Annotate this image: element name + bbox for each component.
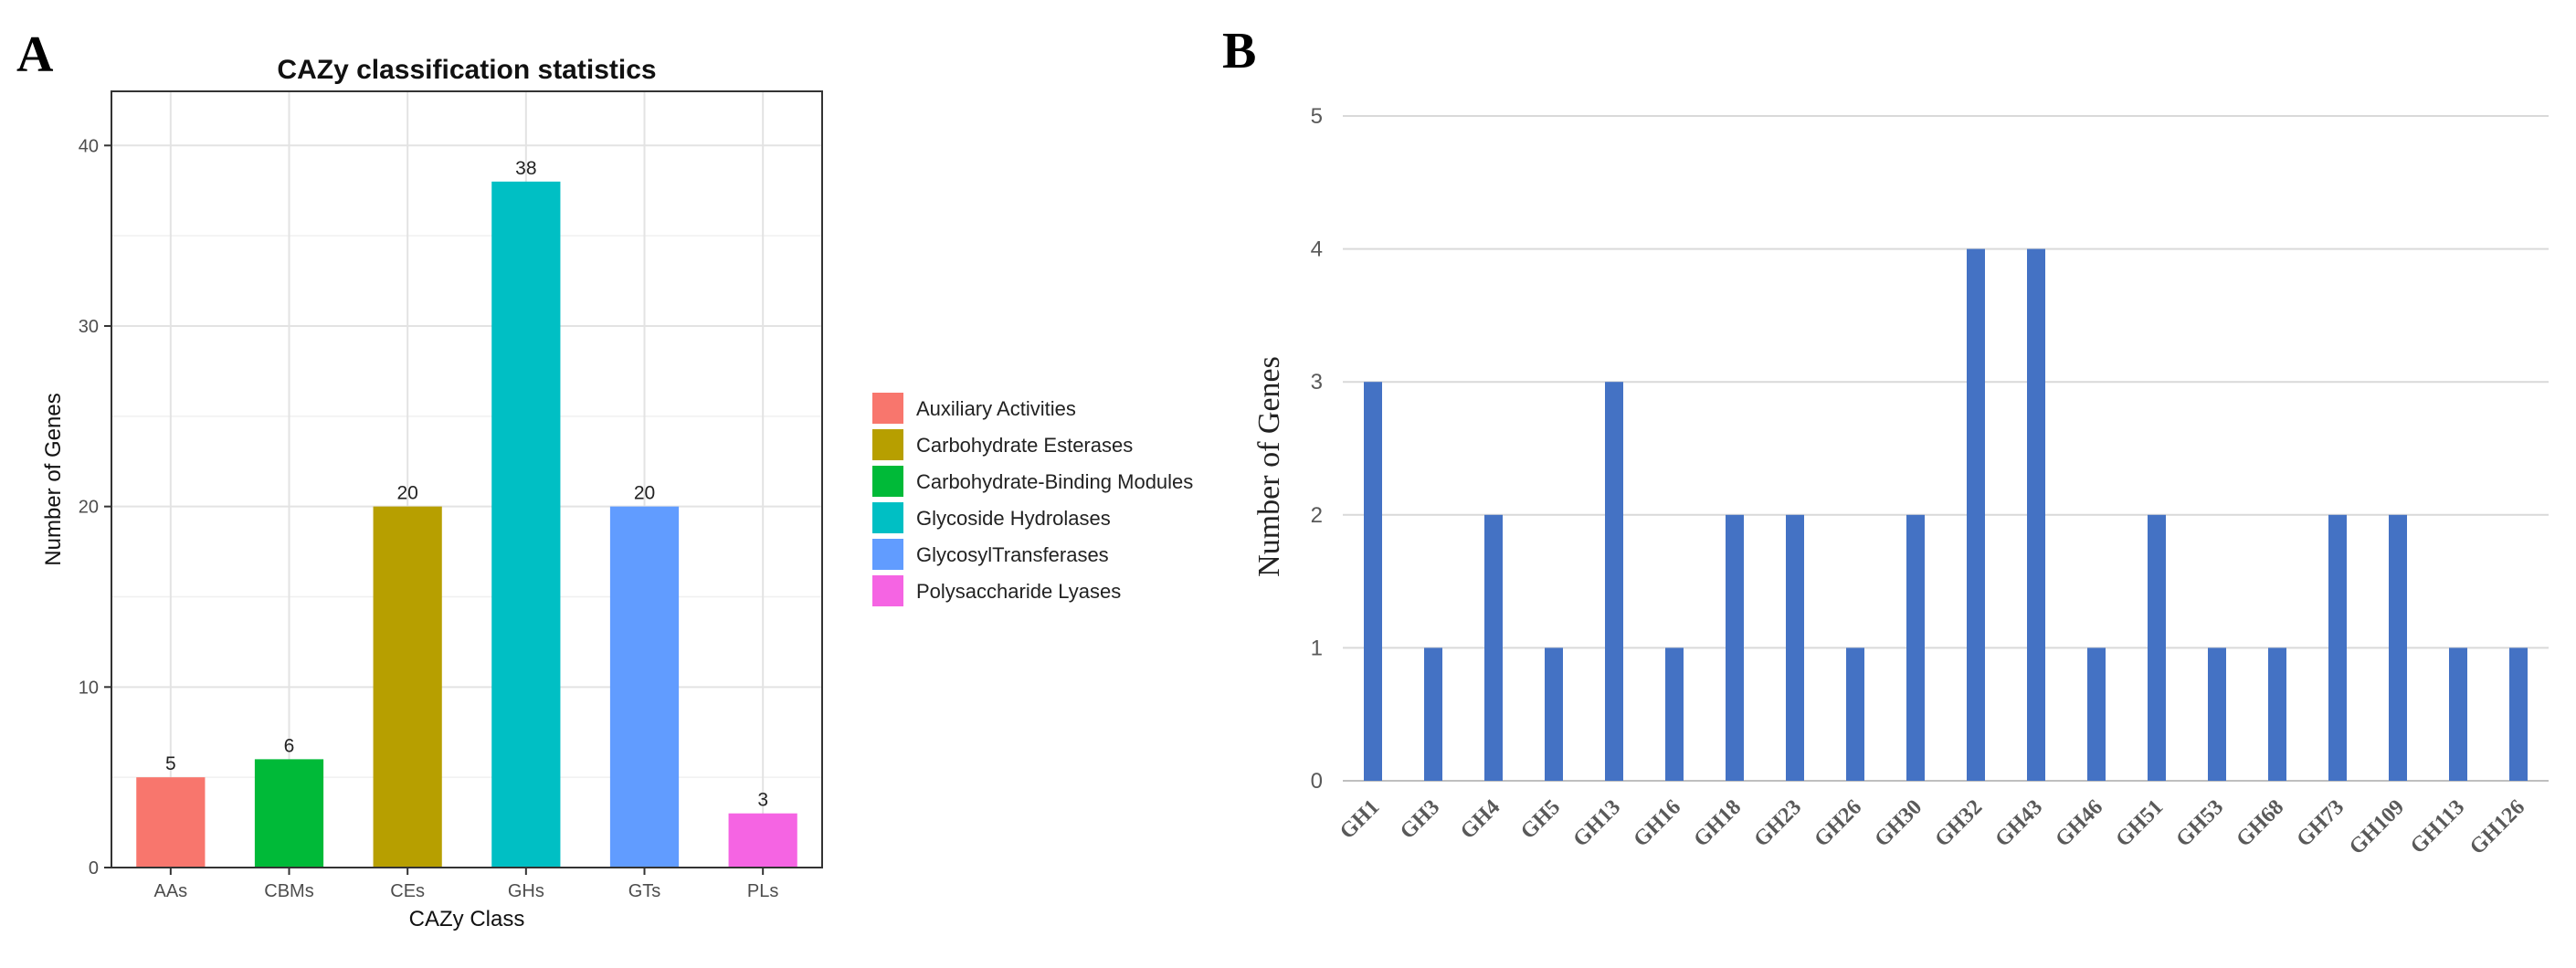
chart-a-xtick-label: GHs <box>508 881 544 901</box>
chart-a-xtick-label: PLs <box>747 881 778 901</box>
chart-b-bar-gh4 <box>1484 514 1503 781</box>
panel-b-label: B <box>1222 23 1257 79</box>
chart-b-xtick-label: GH51 <box>2111 795 2168 852</box>
chart-b-xtick-label: GH68 <box>2232 795 2288 852</box>
chart-b-xtick-label: GH53 <box>2171 795 2228 852</box>
chart-a-legend-entry: GlycosylTransferases <box>916 543 1109 566</box>
chart-a-xtick-label: CBMs <box>264 881 313 901</box>
chart-a-xtick-label: GTs <box>628 881 661 901</box>
chart-b-bar-gh46 <box>2087 647 2106 781</box>
chart-b-xtick-label: GH23 <box>1749 795 1806 852</box>
chart-a-legend-entry: Auxiliary Activities <box>916 397 1076 420</box>
chart-b-bar-gh23 <box>1786 514 1804 781</box>
chart-b-bar-gh1 <box>1364 382 1382 781</box>
chart-b-xtick-label: GH16 <box>1629 795 1685 852</box>
chart-b-bar-gh68 <box>2268 647 2286 781</box>
chart-b-xtick-label: GH1 <box>1336 795 1384 844</box>
chart-a-bar-pls <box>728 813 797 868</box>
chart-b-xtick-label: GH43 <box>1990 795 2047 852</box>
chart-b-bar-gh3 <box>1424 647 1442 781</box>
chart-a-legend-swatch <box>872 539 903 570</box>
chart-b-bar-gh16 <box>1665 647 1684 781</box>
chart-b-ytick-label: 1 <box>1311 636 1323 660</box>
chart-b-bar-gh51 <box>2148 514 2166 781</box>
chart-a-legend-entry: Glycoside Hydrolases <box>916 507 1111 530</box>
chart-b-bar-gh109 <box>2389 514 2407 781</box>
chart-a-bar-gts <box>609 506 680 868</box>
chart-b-ytick-label: 2 <box>1311 503 1323 528</box>
chart-a-xlabel: CAZy Class <box>409 907 525 931</box>
chart-b-xtick-label: GH18 <box>1689 795 1746 852</box>
chart-b-ytick-label: 3 <box>1311 370 1323 395</box>
chart-a-legend-entry: Carbohydrate-Binding Modules <box>916 470 1193 493</box>
chart-b-ylabel: Number of Genes <box>1252 356 1286 577</box>
chart-a-ytick-label: 0 <box>89 858 99 879</box>
chart-a-legend-swatch <box>872 575 903 606</box>
chart-b-xtick-label: GH4 <box>1456 795 1504 844</box>
chart-a-bar-ghs <box>491 181 561 868</box>
chart-a-legend-swatch <box>872 429 903 460</box>
chart-b-bar-gh30 <box>1906 514 1925 781</box>
chart-a-xtick-label: CEs <box>390 881 425 901</box>
chart-a-data-label: 20 <box>396 483 417 504</box>
chart-b-bar-gh126 <box>2509 647 2528 781</box>
chart-b-bar-gh73 <box>2328 514 2347 781</box>
chart-b-xtick-label: GH30 <box>1870 795 1927 852</box>
chart-b-bar-gh13 <box>1605 382 1623 781</box>
chart-b-xtick-label: GH109 <box>2345 795 2409 859</box>
chart-a-ylabel: Number of Genes <box>41 393 66 565</box>
chart-b-bar-gh43 <box>2027 248 2045 782</box>
chart-a-data-label: 20 <box>634 483 655 504</box>
chart-b-xtick-label: GH126 <box>2465 795 2529 859</box>
panel-a-label: A <box>16 26 54 83</box>
chart-a-panel-border <box>111 90 823 868</box>
chart-a-data-label: 5 <box>165 753 176 774</box>
chart-b-xtick-label: GH113 <box>2406 795 2469 858</box>
chart-a-legend-swatch <box>872 393 903 424</box>
chart-b-bar-gh26 <box>1846 647 1864 781</box>
chart-b-xtick-label: GH3 <box>1396 795 1444 844</box>
chart-a-bar-ces <box>373 506 442 868</box>
chart-a-bar-cbms <box>254 759 324 868</box>
chart-a-data-label: 3 <box>757 790 768 811</box>
chart-b-xtick-label: GH5 <box>1516 795 1565 844</box>
chart-a-title: CAZy classification statistics <box>277 55 656 85</box>
chart-b-bar-gh18 <box>1726 514 1744 781</box>
chart-a-legend-entry: Carbohydrate Esterases <box>916 434 1133 457</box>
chart-a-ytick-label: 10 <box>79 678 99 698</box>
chart-a-ytick-label: 20 <box>79 498 99 518</box>
chart-a-legend-entry: Polysaccharide Lyases <box>916 580 1121 603</box>
chart-b-ytick-label: 0 <box>1311 769 1323 794</box>
chart-a-plot-area <box>111 91 822 868</box>
chart-a-xtick-label: AAs <box>153 881 187 901</box>
chart-a-data-label: 38 <box>515 158 536 179</box>
chart-b-bar-gh113 <box>2449 647 2467 781</box>
chart-b-xtick-label: GH73 <box>2292 795 2349 852</box>
chart-b-bar-gh53 <box>2208 647 2226 781</box>
chart-a-ytick-label: 40 <box>79 136 99 156</box>
chart-b-xtick-label: GH32 <box>1930 795 1987 852</box>
chart-a-ytick-label: 30 <box>79 317 99 337</box>
chart-a-data-label: 6 <box>284 735 295 756</box>
chart-b-xtick-label: GH26 <box>1810 795 1866 852</box>
chart-b-ytick-label: 5 <box>1311 104 1323 129</box>
chart-a-legend-swatch <box>872 466 903 497</box>
chart-b-bar-gh32 <box>1967 248 1985 782</box>
chart-b-ytick-label: 4 <box>1311 237 1323 262</box>
chart-b-xtick-label: GH46 <box>2051 795 2107 852</box>
chart-b-xtick-label: GH13 <box>1568 795 1625 852</box>
chart-b-bar-gh5 <box>1545 647 1563 781</box>
chart-a-bar-aas <box>136 777 206 868</box>
chart-a-legend-swatch <box>872 502 903 533</box>
